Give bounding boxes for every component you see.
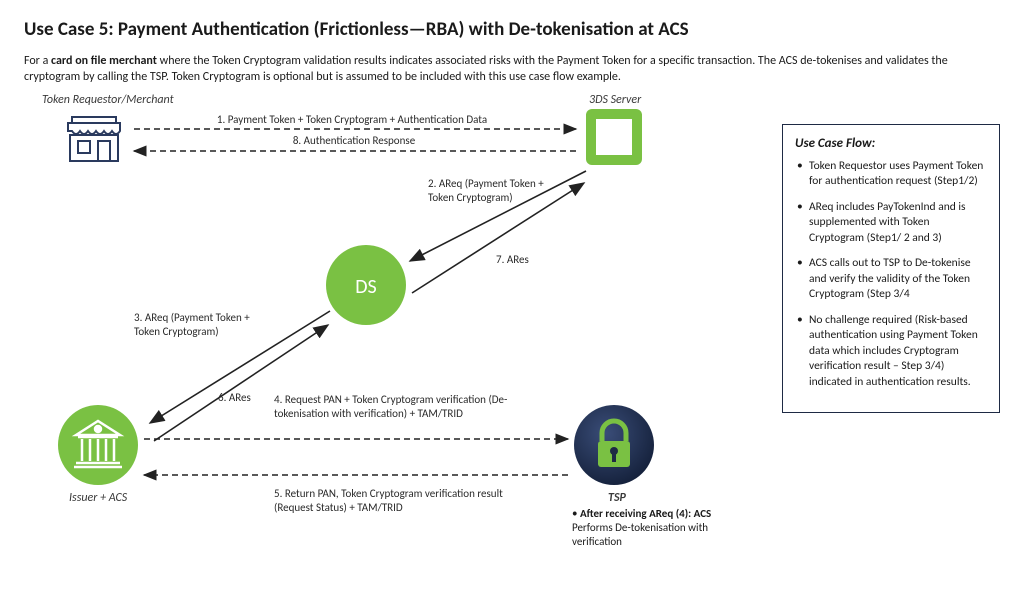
- flow-5-label: 5. Return PAN, Token Cryptogram verifica…: [274, 487, 534, 513]
- page-title: Use Case 5: Payment Authentication (Fric…: [24, 18, 1000, 41]
- issuer-label: Issuer + ACS: [69, 491, 127, 505]
- tsp-note-bold: After receiving AReq (4): ACS: [580, 507, 711, 520]
- intro-prefix: For a: [24, 54, 51, 68]
- sidebox-list: Token Requestor uses Payment Token for a…: [795, 159, 987, 391]
- flow-6-label: 6. ARes: [218, 391, 251, 404]
- ds-icon: DS: [324, 243, 408, 327]
- tsp-icon: [572, 403, 656, 487]
- ds-text: DS: [355, 275, 377, 299]
- intro-text: For a card on file merchant where the To…: [24, 53, 994, 85]
- merchant-label: Token Requestor/Merchant: [42, 93, 174, 107]
- flow-8-label: 8. Authentication Response: [254, 134, 454, 147]
- server3ds-icon: [584, 107, 644, 167]
- sidebox-item: ACS calls out to TSP to De-tokenise and …: [795, 256, 987, 303]
- sidebox-item: No challenge required (Risk-based authen…: [795, 313, 987, 391]
- sidebox-heading: Use Case Flow:: [795, 135, 987, 153]
- tsp-label: TSP: [608, 491, 626, 505]
- storefront-icon: [64, 111, 124, 165]
- flow-3-label: 3. AReq (Payment Token + Token Cryptogra…: [134, 311, 254, 337]
- tsp-note-rest: Performs De-tokenisation with verificati…: [572, 521, 708, 548]
- tsp-note: • After receiving AReq (4): ACS Performs…: [572, 507, 742, 548]
- use-case-flow-box: Use Case Flow: Token Requestor uses Paym…: [782, 124, 1000, 413]
- flow-diagram: Token Requestor/Merchant 3DS Server Issu…: [24, 93, 784, 563]
- flow-2-label: 2. AReq (Payment Token + Token Cryptogra…: [428, 177, 558, 203]
- flow-7-label: 7. ARes: [496, 253, 529, 266]
- intro-rest: where the Token Cryptogram validation re…: [24, 54, 948, 84]
- sidebox-item: Token Requestor uses Payment Token for a…: [795, 159, 987, 190]
- sidebox-item: AReq includes PayTokenInd and is supplem…: [795, 200, 987, 247]
- flow-1-label: 1. Payment Token + Token Cryptogram + Au…: [182, 113, 522, 126]
- issuer-icon: [56, 403, 140, 487]
- server3ds-label: 3DS Server: [589, 93, 641, 107]
- intro-bold: card on file merchant: [51, 54, 157, 68]
- flow-4-label: 4. Request PAN + Token Cryptogram verifi…: [274, 393, 544, 419]
